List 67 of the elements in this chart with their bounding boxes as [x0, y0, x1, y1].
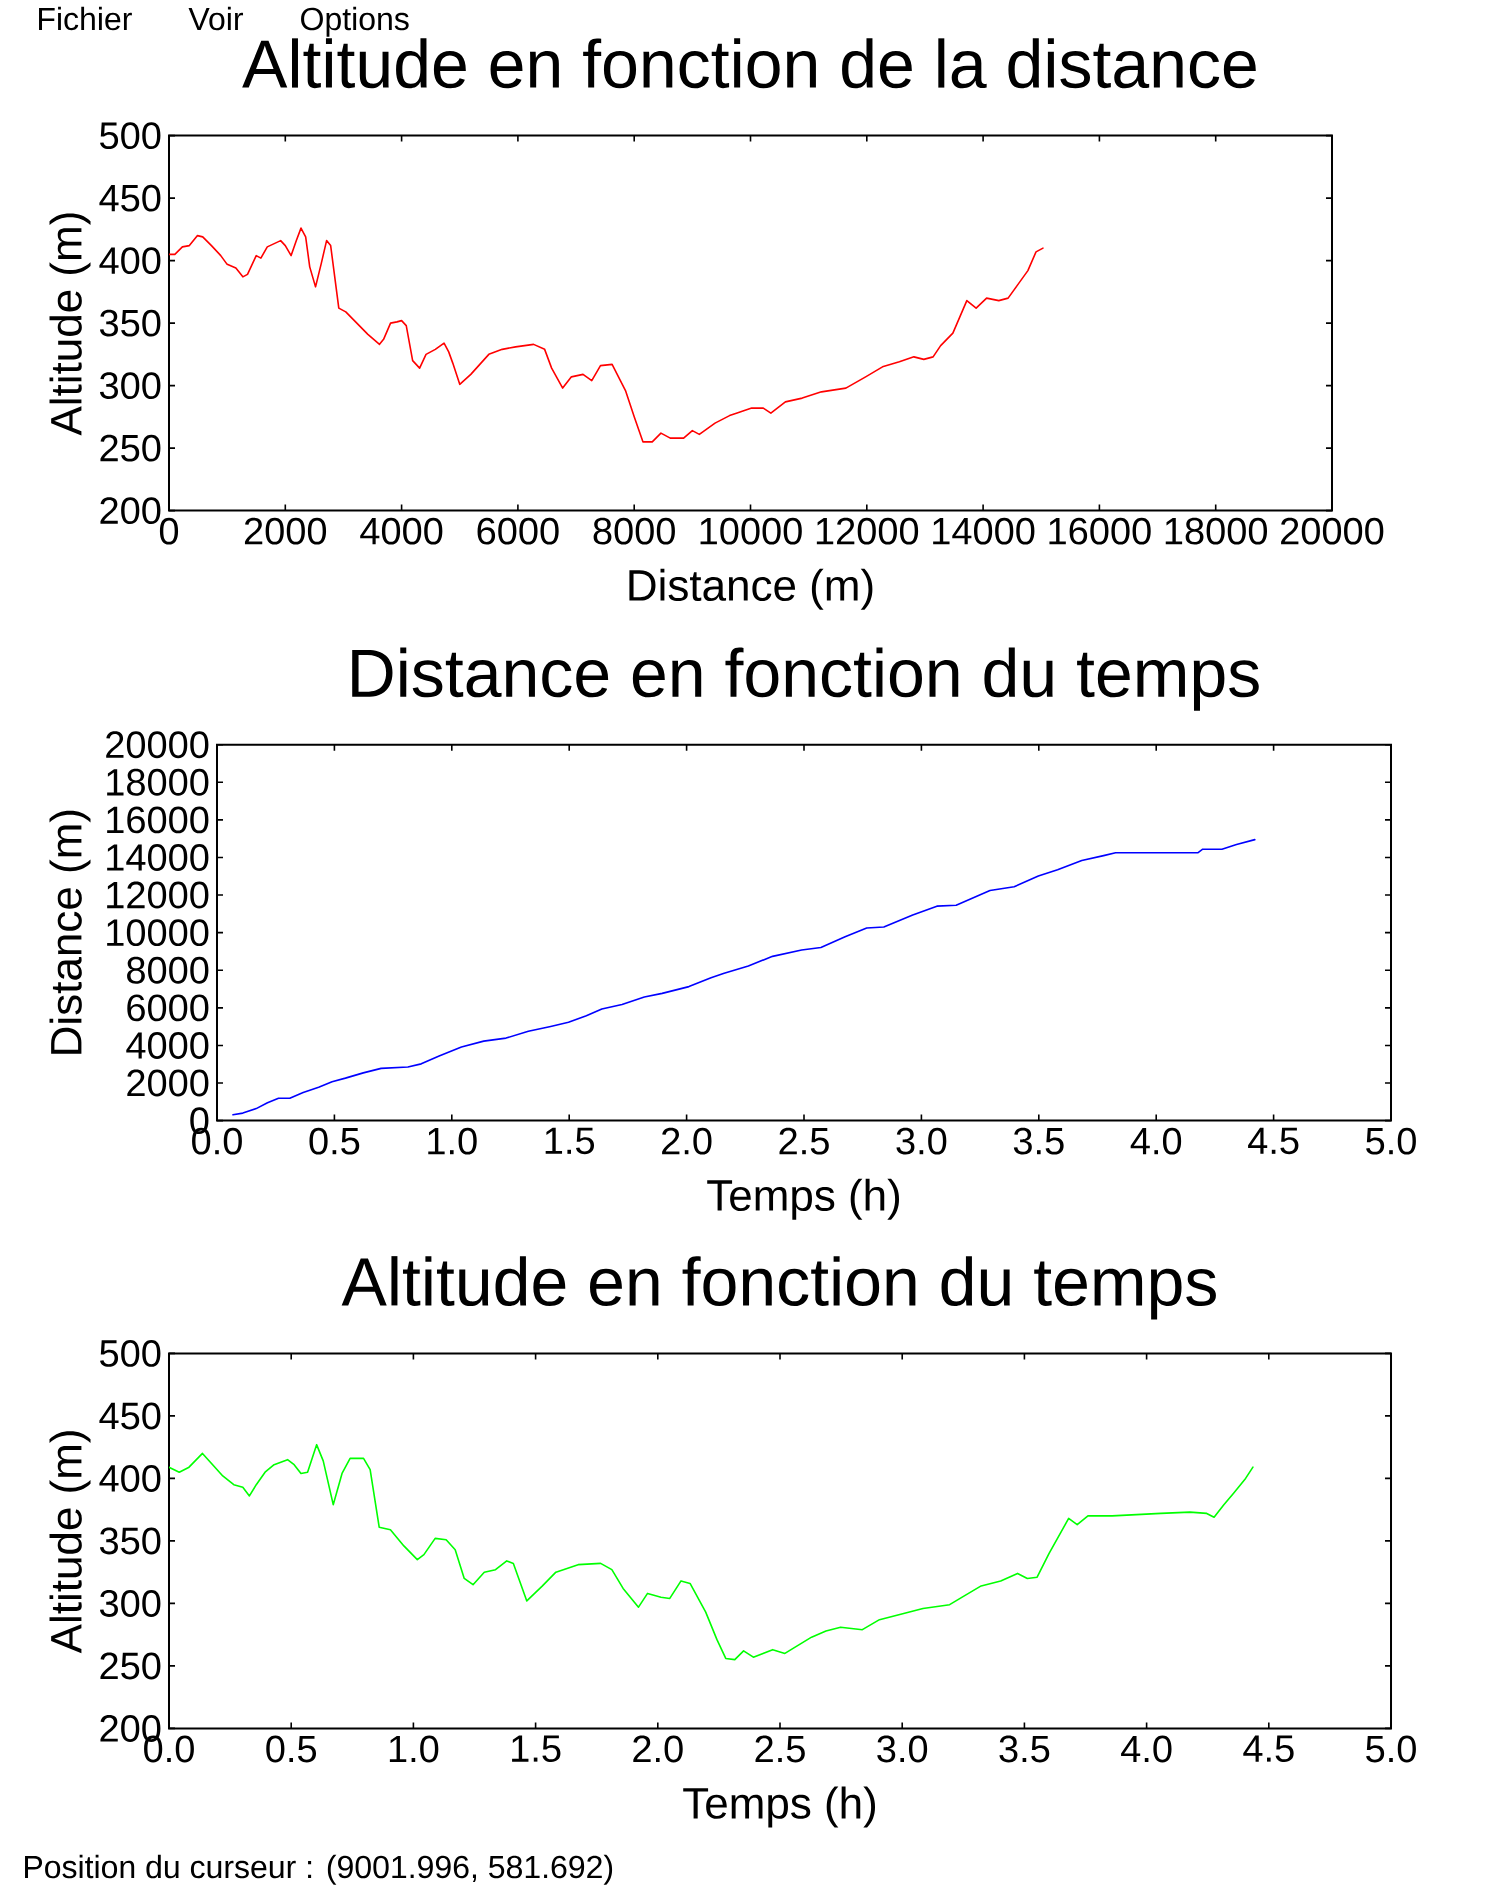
text: Position du curseur : (9001.996, 581.692) — [25, 1854, 613, 1885]
x-axis-title: Temps (h) — [683, 1786, 876, 1828]
x-tick-label: 2.5 — [779, 1127, 829, 1155]
y-tick-label: 400 — [99, 247, 161, 275]
x-tick-label: 16000 — [1049, 517, 1151, 545]
y-tick-label: 16000 — [107, 806, 209, 834]
x-tick-label: 18000 — [1165, 517, 1268, 545]
y-tick-label: 200 — [100, 497, 161, 525]
x-tick-label: 0.5 — [266, 1735, 317, 1763]
y-tick-label: 450 — [99, 1402, 161, 1430]
x-tick-label: 1.5 — [512, 1735, 561, 1763]
chart-title: Distance en fonction du temps — [352, 647, 1259, 711]
x-tick-label: 20000 — [1281, 517, 1384, 545]
y-tick-label: 500 — [100, 1339, 161, 1367]
x-tick-label: 2.0 — [633, 1735, 683, 1763]
y-tick-label: 12000 — [107, 881, 209, 909]
y-axis-title: Distance (m) — [49, 810, 91, 1054]
x-tick-label: 14000 — [933, 517, 1035, 545]
y-tick-label: 10000 — [107, 919, 209, 947]
y-tick-label: 6000 — [127, 994, 209, 1022]
y-tick-label: 14000 — [107, 844, 209, 871]
text: Fichier — [39, 6, 132, 31]
y-tick-label: 400 — [99, 1464, 161, 1492]
x-tick-label: 12000 — [816, 517, 919, 545]
x-tick-label: 3.0 — [877, 1735, 928, 1763]
y-axis-title: Altitude (m) — [49, 213, 91, 436]
x-tick-label: 4.0 — [1130, 1127, 1182, 1155]
x-tick-label: 2.5 — [755, 1735, 805, 1763]
x-tick-label: 5.0 — [1366, 1735, 1416, 1763]
y-tick-label: 8000 — [127, 956, 209, 984]
x-tick-label: 0.5 — [309, 1127, 360, 1155]
x-tick-label: 1.0 — [389, 1735, 439, 1763]
x-tick-label: 1.5 — [545, 1127, 595, 1155]
y-tick-label: 300 — [99, 1589, 161, 1617]
x-tick-label: 6000 — [477, 517, 559, 545]
y-axis-title: Altitude (m) — [49, 1431, 91, 1654]
x-tick-label: 3.5 — [999, 1735, 1050, 1763]
x-tick-label: 3.5 — [1013, 1127, 1064, 1155]
x-tick-label: 8000 — [593, 517, 675, 545]
x-axis-title: Distance (m) — [629, 568, 873, 610]
y-tick-label: 20000 — [106, 731, 209, 759]
x-tick-label: 4.5 — [1248, 1127, 1299, 1155]
chart-title: Altitude en fonction de la distance — [242, 38, 1256, 89]
x-tick-label: 1.0 — [428, 1127, 477, 1155]
y-tick-label: 350 — [99, 309, 161, 337]
line-series — [169, 1443, 1254, 1661]
chart-title: Altitude en fonction du temps — [341, 1256, 1216, 1320]
y-tick-label: 250 — [100, 434, 161, 462]
x-tick-label: 5.0 — [1366, 1127, 1416, 1155]
x-axis-title: Temps (h) — [707, 1178, 900, 1220]
x-tick-label: 3.0 — [896, 1127, 947, 1155]
x-tick-label: 10000 — [700, 517, 802, 545]
y-tick-label: 500 — [100, 122, 161, 150]
x-tick-label: 2.0 — [662, 1127, 712, 1155]
y-tick-label: 300 — [99, 372, 161, 400]
y-tick-label: 2000 — [127, 1069, 209, 1097]
y-tick-label: 250 — [100, 1652, 161, 1680]
y-tick-label: 350 — [99, 1527, 161, 1555]
x-tick-label: 4000 — [360, 517, 443, 545]
text: Options — [301, 6, 409, 37]
x-tick-label: 4.5 — [1243, 1735, 1294, 1763]
y-tick-label: 4000 — [126, 1031, 209, 1059]
y-tick-label: 450 — [99, 184, 161, 212]
y-tick-label: 18000 — [107, 768, 209, 796]
x-tick-label: 4.0 — [1121, 1735, 1172, 1763]
text: Voir — [188, 6, 244, 31]
x-tick-label: 2000 — [244, 517, 327, 545]
